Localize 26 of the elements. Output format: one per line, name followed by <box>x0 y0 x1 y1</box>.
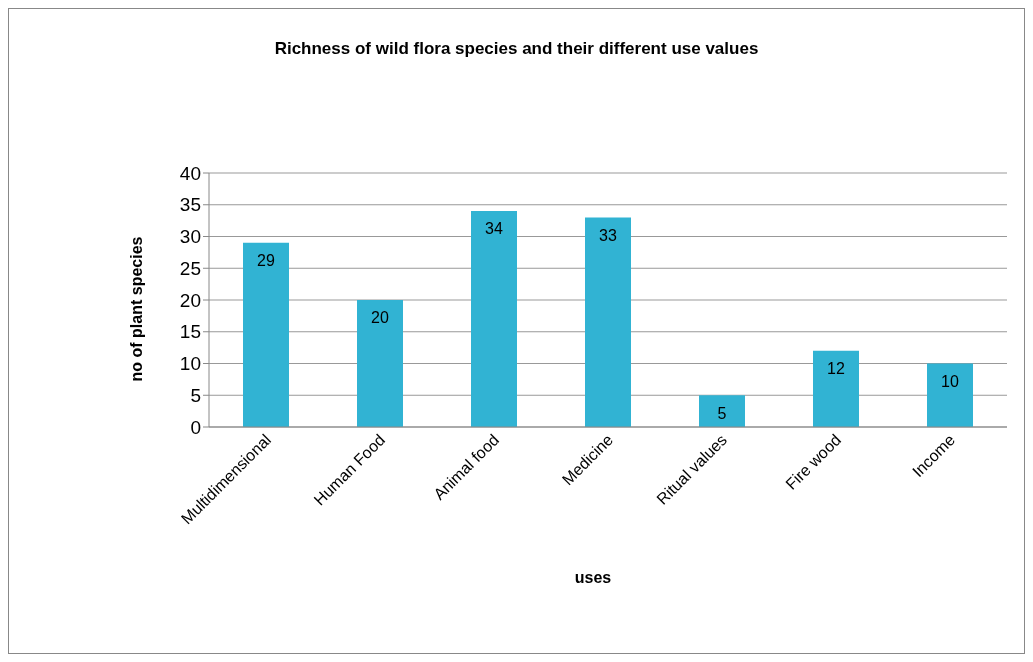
bar <box>471 211 517 427</box>
y-tick-label: 0 <box>190 416 201 438</box>
data-label: 5 <box>717 404 727 422</box>
bar <box>243 242 289 427</box>
y-tick-label: 5 <box>190 384 201 406</box>
y-tick-label: 20 <box>179 289 201 311</box>
data-label: 33 <box>599 226 617 244</box>
y-tick-label: 10 <box>179 353 201 375</box>
bar <box>585 217 631 427</box>
data-label: 34 <box>485 220 503 238</box>
y-tick-label: 35 <box>179 194 201 216</box>
y-tick-label: 40 <box>179 162 201 184</box>
bar <box>927 363 973 427</box>
data-label: 29 <box>257 252 275 270</box>
data-label: 20 <box>371 309 389 327</box>
y-tick-label: 25 <box>179 257 201 279</box>
y-tick-label: 30 <box>179 226 201 248</box>
chart-title: Richness of wild flora species and their different use values <box>273 39 760 59</box>
bar <box>699 395 745 427</box>
x-axis-title: uses <box>573 569 613 587</box>
y-tick-label: 15 <box>179 321 201 343</box>
bar <box>813 350 859 427</box>
y-axis-title: no of plant species <box>128 236 146 382</box>
data-label: 12 <box>827 360 845 378</box>
bar <box>357 300 403 427</box>
data-label: 10 <box>941 372 959 390</box>
